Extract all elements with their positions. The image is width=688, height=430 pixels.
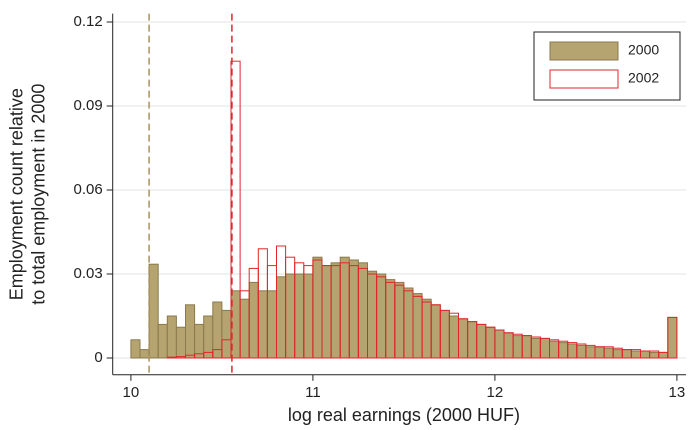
bar [630, 350, 642, 359]
bar [339, 256, 350, 359]
bar [667, 316, 678, 359]
bar [130, 339, 141, 359]
legend-swatch [549, 69, 619, 89]
bar [157, 323, 168, 359]
bar [330, 262, 341, 359]
bar [448, 315, 459, 359]
bar [430, 304, 441, 359]
bar [385, 279, 396, 359]
x-tick-label: 11 [305, 384, 321, 401]
bar [148, 263, 159, 359]
bar [649, 351, 660, 359]
bar [348, 259, 359, 359]
bar [139, 349, 150, 359]
bar [248, 281, 259, 359]
y-axis-label: Employment count relative [7, 88, 27, 300]
bar [640, 350, 651, 359]
bar [185, 304, 196, 359]
bar [467, 321, 478, 359]
bar [221, 309, 232, 359]
bar [439, 309, 450, 359]
legend-swatch [549, 41, 619, 61]
legend: 2000 2002 [533, 31, 681, 101]
y-tick-label: 0.06 [73, 181, 102, 198]
bar [421, 298, 432, 359]
bar [367, 270, 378, 359]
bar [294, 273, 305, 359]
x-tick-label: 10 [123, 384, 140, 401]
bar [567, 343, 578, 359]
y-tick-label: 0.09 [73, 97, 102, 114]
bar [594, 346, 605, 359]
bar [667, 316, 678, 359]
bar [412, 293, 423, 359]
bar [394, 281, 405, 359]
bar [312, 256, 323, 359]
bar [558, 342, 569, 359]
bar [376, 273, 387, 359]
legend-label: 2002 [628, 70, 659, 86]
bar [266, 290, 277, 359]
bar [321, 265, 332, 359]
bar [512, 335, 523, 359]
bar [175, 326, 186, 359]
bar [458, 318, 469, 359]
bar [585, 346, 596, 359]
bar [230, 60, 241, 359]
bar [239, 298, 250, 359]
bar [485, 326, 496, 359]
bar [276, 276, 287, 359]
y-axis-label: to total employment in 2000 [29, 84, 49, 305]
bar [603, 347, 614, 359]
x-tick-label: 12 [487, 384, 504, 401]
x-axis-label: log real earnings (2000 HUF) [288, 405, 520, 425]
y-tick-label: 0.12 [73, 13, 102, 30]
bar [539, 337, 551, 359]
bar [203, 315, 214, 359]
bar [658, 351, 669, 359]
bar [285, 273, 296, 359]
bar [549, 340, 560, 359]
bar [166, 315, 177, 359]
bar [357, 262, 368, 359]
bar [403, 287, 414, 359]
bar [530, 337, 541, 359]
bar [476, 323, 487, 359]
bar [303, 273, 314, 359]
bar [521, 335, 532, 359]
bar [257, 290, 268, 359]
y-tick-label: 0.03 [73, 265, 102, 282]
bar [612, 349, 623, 359]
bar [194, 323, 205, 359]
bar [494, 329, 505, 359]
bar [166, 356, 177, 359]
legend-label: 2000 [628, 42, 659, 58]
bar [503, 332, 514, 359]
bar [621, 349, 632, 359]
y-tick-label: 0 [94, 349, 102, 366]
x-tick-label: 13 [669, 384, 686, 401]
bar [576, 344, 587, 359]
